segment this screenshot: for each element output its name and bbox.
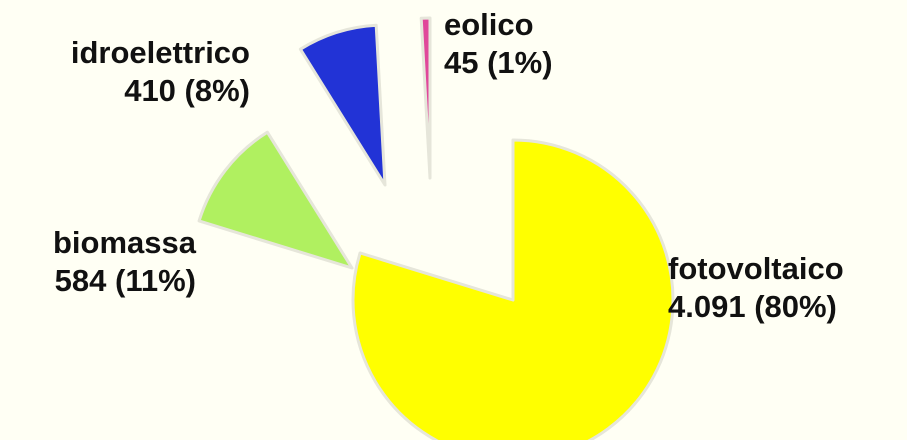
label-eolico-value: 45 (1%) [444,45,553,80]
label-eolico: eolico 45 (1%) [444,6,553,82]
pie-slice-biomassa [197,130,354,270]
label-fotovoltaico: fotovoltaico 4.091 (80%) [668,250,844,326]
label-idroelettrico: idroelettrico 410 (8%) [20,34,250,110]
label-eolico-name: eolico [444,7,534,42]
label-fotovoltaico-value: 4.091 (80%) [668,289,837,324]
pie-slice-eolico [419,16,432,180]
label-idroelettrico-name: idroelettrico [70,35,250,70]
label-idroelettrico-value: 410 (8%) [124,73,250,108]
pie-slice-fotovoltaico [351,138,675,440]
label-biomassa-name: biomassa [52,225,196,260]
label-fotovoltaico-name: fotovoltaico [668,251,844,286]
label-biomassa-value: 584 (11%) [54,263,196,298]
label-biomassa: biomassa 584 (11%) [0,224,196,300]
pie-slice-idroelettrico [298,23,387,187]
